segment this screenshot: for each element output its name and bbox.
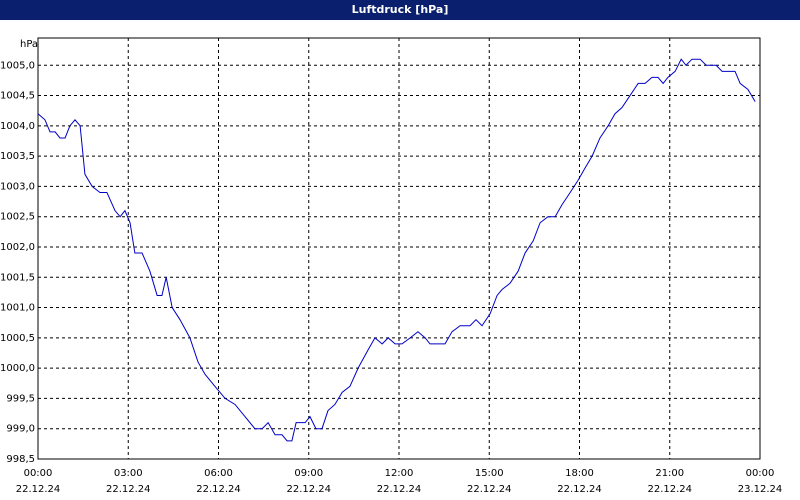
y-tick-label: 999,0 — [6, 424, 35, 435]
title-bar — [0, 0, 800, 20]
x-tick-date: 22.12.24 — [286, 484, 331, 495]
y-tick-label: 1001,0 — [0, 303, 35, 314]
y-tick-label: 998,5 — [6, 454, 35, 465]
x-tick-label: 18:00 — [565, 468, 594, 479]
x-tick-label: 15:00 — [475, 468, 504, 479]
y-tick-label: 1000,0 — [0, 363, 35, 374]
y-tick-label: 1005,0 — [0, 60, 35, 71]
y-unit: hPa — [20, 39, 38, 50]
x-tick-label: 09:00 — [294, 468, 323, 479]
x-tick-label: 06:00 — [204, 468, 233, 479]
y-tick-label: 1001,5 — [0, 272, 35, 283]
x-tick-date: 23.12.24 — [738, 484, 783, 495]
x-tick-label: 00:00 — [24, 468, 53, 479]
y-tick-label: 1000,5 — [0, 333, 35, 344]
y-tick-label: 1004,0 — [0, 121, 35, 132]
chart-title: Luftdruck [hPa] — [352, 3, 449, 16]
y-tick-label: 1003,0 — [0, 181, 35, 192]
x-tick-label: 21:00 — [655, 468, 684, 479]
y-tick-label: 1004,5 — [0, 91, 35, 102]
x-tick-date: 22.12.24 — [106, 484, 151, 495]
data-line — [37, 58, 756, 442]
y-tick-label: 999,5 — [6, 393, 35, 404]
x-tick-date: 22.12.24 — [647, 484, 692, 495]
x-tick-date: 22.12.24 — [467, 484, 512, 495]
x-tick-date: 22.12.24 — [16, 484, 61, 495]
y-tick-label: 1003,5 — [0, 151, 35, 162]
x-tick-date: 22.12.24 — [377, 484, 422, 495]
x-tick-label: 03:00 — [114, 468, 143, 479]
x-tick-date: 22.12.24 — [557, 484, 602, 495]
x-tick-label: 12:00 — [385, 468, 414, 479]
x-tick-label: 00:00 — [746, 468, 775, 479]
y-tick-label: 1002,0 — [0, 242, 35, 253]
y-tick-label: 1002,5 — [0, 212, 35, 223]
x-tick-date: 22.12.24 — [196, 484, 241, 495]
